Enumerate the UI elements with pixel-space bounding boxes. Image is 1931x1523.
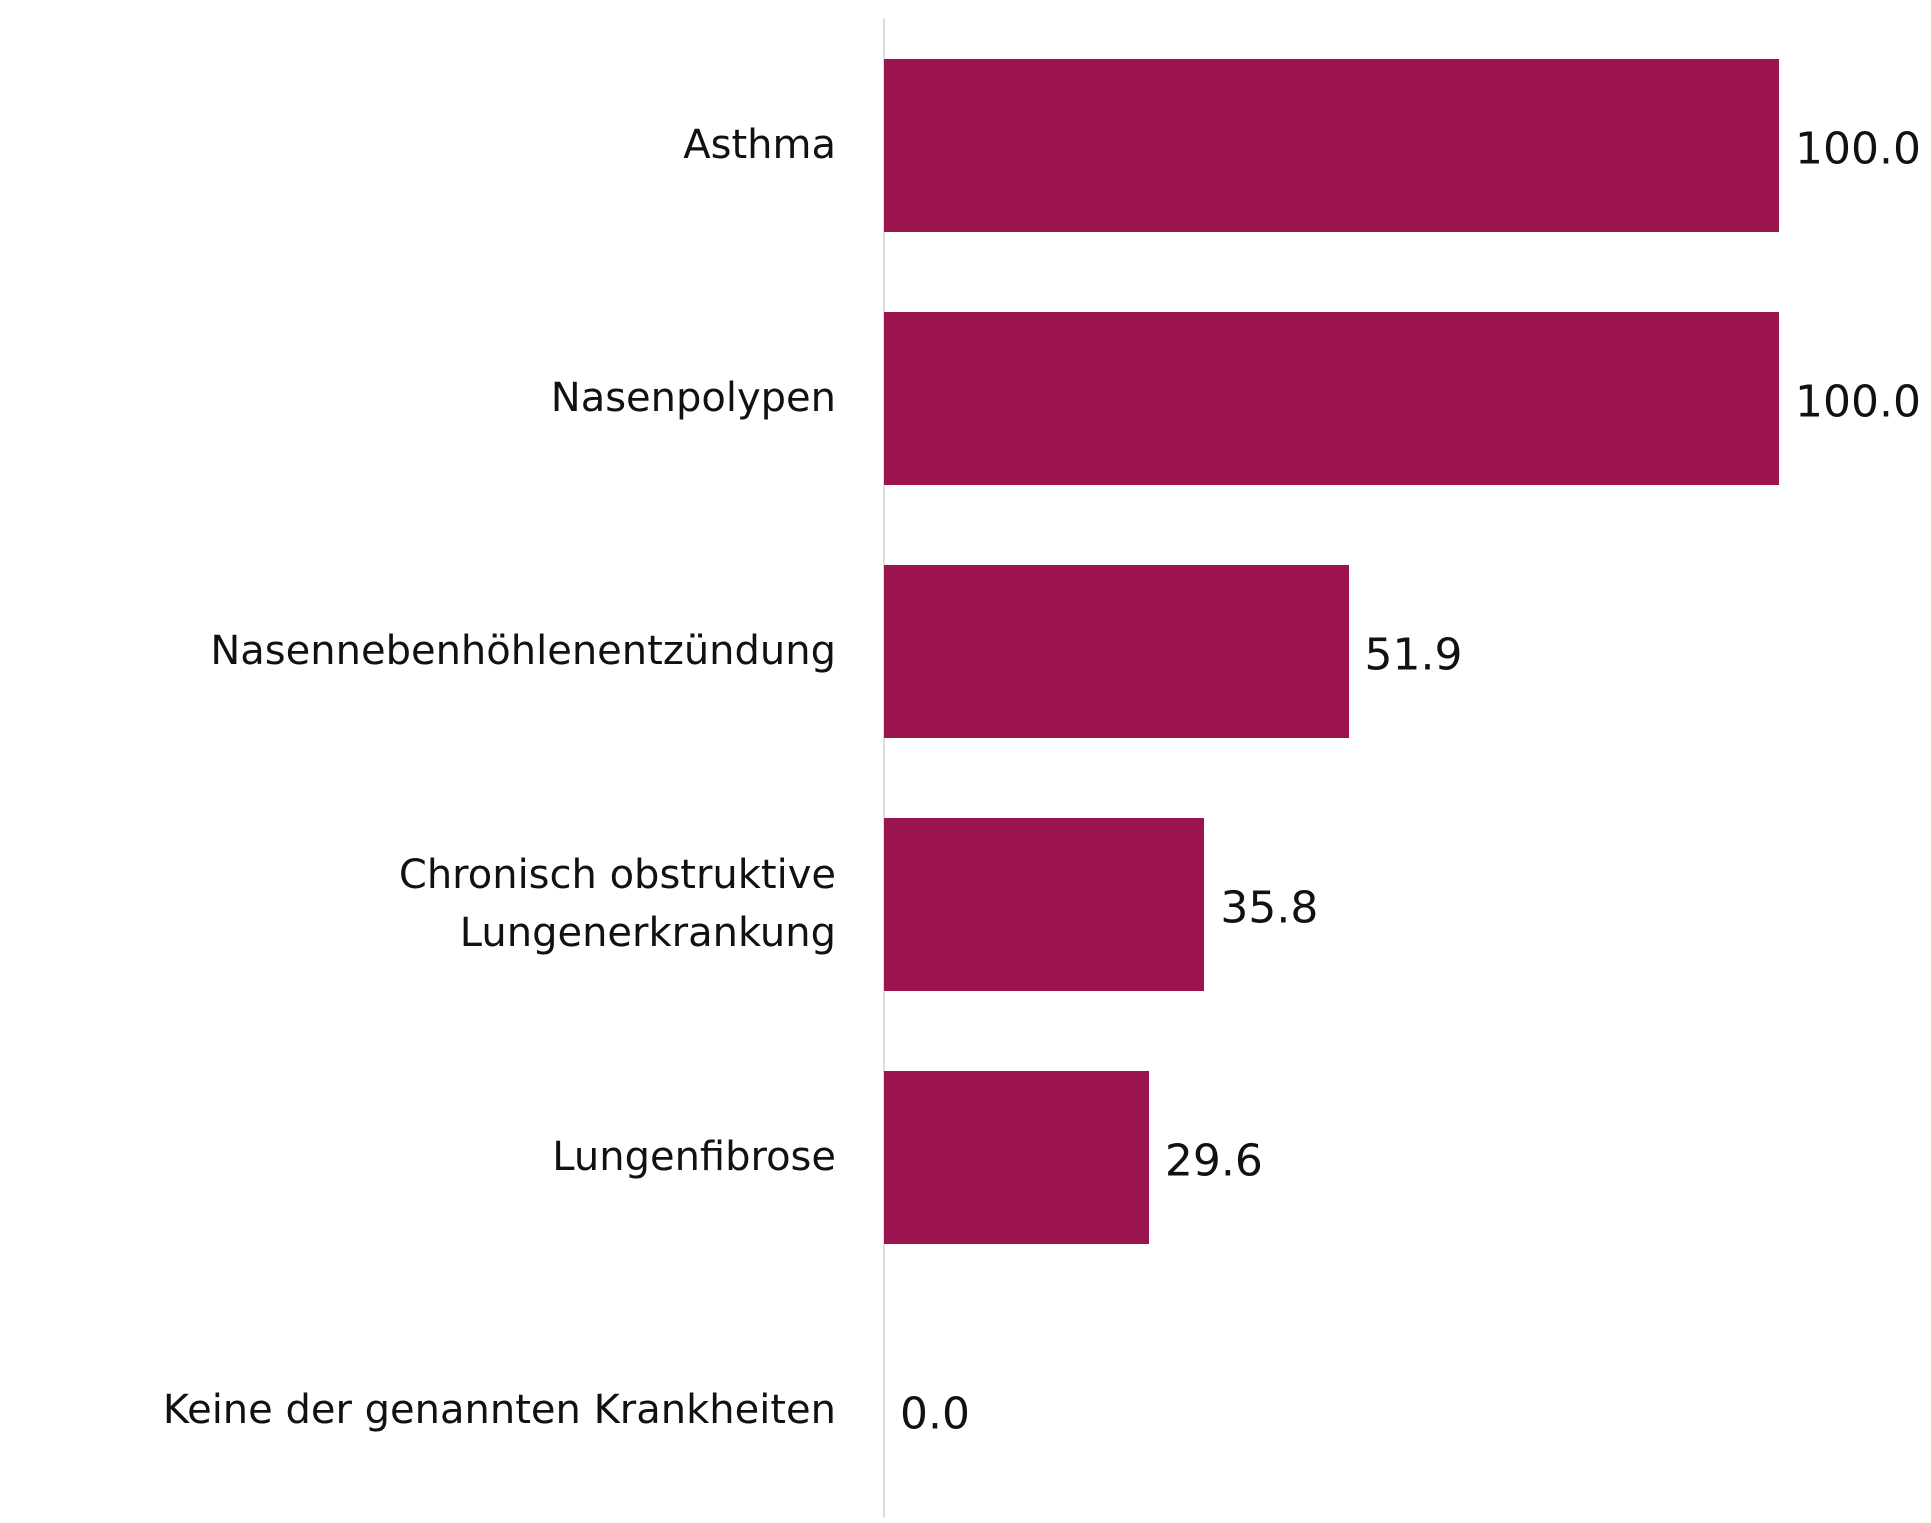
bar (884, 58, 1779, 232)
category-label: Nasenpolypen (550, 375, 836, 421)
axis-line (883, 18, 885, 1518)
bar (884, 311, 1779, 485)
bar (884, 1070, 1149, 1244)
bar (884, 817, 1205, 991)
value-label: 100.0 (1795, 376, 1921, 428)
value-label: 29.6 (1164, 1135, 1263, 1187)
value-label: 51.9 (1364, 629, 1463, 681)
category-label: Keine der genannten Krankheiten (162, 1387, 836, 1433)
value-label: 0.0 (900, 1388, 970, 1440)
category-label: Asthma (683, 122, 836, 168)
bar (884, 564, 1349, 738)
value-label: 100.0 (1795, 123, 1921, 175)
category-label: Chronisch obstruktive Lungenerkrankung (398, 852, 836, 956)
category-label: Lungenfibrose (552, 1134, 836, 1180)
value-label: 35.8 (1220, 882, 1319, 934)
category-label: Nasennebenhöhlenentzündung (210, 628, 836, 674)
